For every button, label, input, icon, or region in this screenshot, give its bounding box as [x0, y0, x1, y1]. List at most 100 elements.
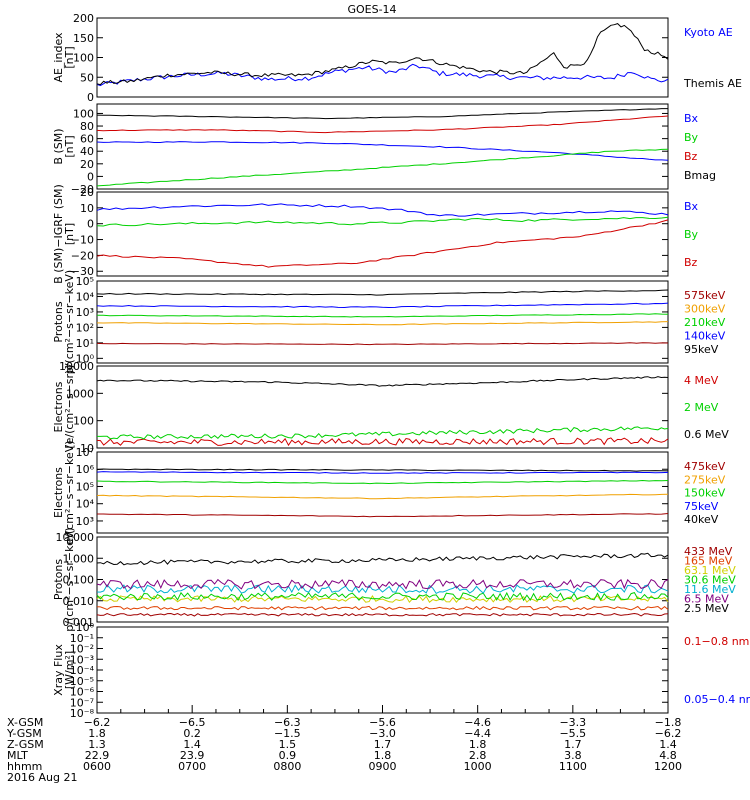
y-tick-label: 10¹: [76, 337, 94, 350]
y-tick-label: 1000: [66, 387, 94, 400]
panel-frame: [96, 191, 669, 277]
legend-entry: 0.05−0.4 nm: [684, 693, 750, 706]
legend-entry: Kyoto AE: [684, 26, 733, 39]
y-axis-label: B (SM)−IGRF (SM): [52, 184, 65, 284]
y-tick-label: 0.001: [63, 616, 95, 629]
series-line: [96, 141, 669, 161]
y-tick-label: 10⁻⁸: [70, 707, 95, 720]
x-row-value: 4.8: [659, 749, 677, 762]
legend-entry: 140keV: [684, 330, 726, 343]
legend-entry: 275keV: [684, 473, 726, 486]
series-line: [97, 426, 669, 440]
y-tick-label: 10.000: [56, 531, 95, 544]
series-line: [96, 321, 669, 326]
y-tick-label: 10: [80, 442, 94, 455]
y-tick-label: 10⁻²: [70, 643, 94, 656]
series-line: [96, 219, 669, 268]
x-row-name: hhmm: [7, 760, 42, 773]
y-tick-label: 0: [87, 218, 94, 231]
y-tick-label: 10⁵: [76, 480, 94, 493]
y-tick-label: 10³: [76, 515, 94, 528]
y-tick-label: 10³: [76, 306, 94, 319]
y-tick-label: 0: [87, 91, 94, 104]
y-tick-label: 60: [80, 133, 94, 146]
x-row-value: 1200: [654, 760, 682, 773]
y-axis-label: B (SM): [52, 128, 65, 164]
legend-entry: 4 MeV: [684, 374, 719, 387]
panel-frame: [96, 103, 669, 190]
y-tick-label: 10000: [59, 360, 94, 373]
y-axis-label: [nT]: [63, 46, 76, 68]
x-row-value: 1.4: [183, 738, 201, 751]
y-axis-label: p/(cm²−s−sr−keV): [63, 527, 76, 631]
legend-entry: 165 MeV: [684, 555, 733, 568]
series-line: [96, 578, 669, 590]
x-row-name: Z-GSM: [7, 738, 44, 751]
x-row-value: 0700: [178, 760, 206, 773]
y-tick-label: 150: [73, 32, 94, 45]
y-tick-label: 1.000: [63, 552, 95, 565]
y-axis-label: [e/(cm²−s−sr)]: [63, 365, 76, 448]
y-tick-label: 10⁻¹: [70, 632, 94, 645]
x-row-value: −6.5: [179, 716, 206, 729]
x-row-value: 1100: [559, 760, 587, 773]
x-row-value: −1.8: [655, 716, 682, 729]
y-tick-label: −30: [71, 265, 94, 278]
y-tick-label: 10⁴: [76, 290, 95, 303]
y-axis-label: [nT]: [63, 223, 76, 245]
x-row-value: −5.6: [369, 716, 396, 729]
x-row-value: 0.9: [279, 749, 297, 762]
x-row-value: −6.2: [655, 727, 682, 740]
y-tick-label: 80: [80, 120, 94, 133]
x-row-value: 0800: [273, 760, 301, 773]
series-line: [96, 595, 669, 604]
x-row-value: −5.5: [559, 727, 586, 740]
x-row-value: 1.3: [88, 738, 106, 751]
legend-entry: By: [684, 228, 699, 241]
figure-title: GOES-14: [347, 3, 396, 16]
y-tick-label: 10⁻⁴: [70, 664, 95, 677]
panel-protons_lo: 10⁰ 10¹ 10² 10³ 10⁴ 10⁵ Protonsp/(cm²−s−sr−keV…: [52, 270, 726, 374]
legend-entry: 30.6 MeV: [684, 574, 736, 587]
y-tick-label: 10⁵: [76, 275, 94, 288]
legend-entry: Bz: [684, 150, 698, 163]
panel-electrons_mev: 10 100 1000 10000 Electrons[e/(cm²−s−sr)] 4 M…: [52, 360, 729, 455]
y-tick-label: 10⁻⁶: [70, 686, 95, 699]
x-row-value: −6.3: [274, 716, 301, 729]
y-tick-label: 0.100: [63, 574, 95, 587]
series-line: [96, 437, 669, 447]
x-row-value: 0900: [369, 760, 397, 773]
panel-electrons_kev: 10³ 10⁴ 10⁵ 10⁶ 10⁷ Electronse/(cm²−s−sr−keV)…: [52, 440, 726, 544]
y-tick-label: −20: [71, 249, 94, 262]
y-tick-label: 50: [80, 71, 94, 84]
series-line: [96, 302, 669, 309]
panel-protons_mev: 0.001 0.010 0.100 1.000 10.000 Protonsp/(cm²−…: [52, 527, 736, 631]
y-tick-label: 0: [87, 170, 94, 183]
y-tick-label: 10⁴: [76, 498, 95, 511]
x-row-value: 1.5: [279, 738, 297, 751]
y-tick-label: 10⁰: [76, 621, 95, 634]
panel-frame: [96, 626, 669, 714]
y-tick-label: 20: [80, 158, 94, 171]
panel-frame: [96, 17, 669, 98]
series-line: [97, 513, 669, 518]
legend-entry: 6.5 MeV: [684, 593, 729, 606]
series-line: [96, 612, 669, 617]
legend-entry: 2.5 MeV: [684, 602, 729, 615]
x-row-value: −4.6: [464, 716, 491, 729]
y-tick-label: 40: [80, 145, 94, 158]
y-axis-label: Xray Flux: [52, 644, 65, 696]
x-row-value: 0600: [83, 760, 111, 773]
y-tick-label: 10⁻⁷: [70, 696, 94, 709]
x-row-value: 1000: [464, 760, 492, 773]
legend-entry: Bx: [684, 112, 699, 125]
x-row-value: 23.9: [180, 749, 205, 762]
legend-entry: 2 MeV: [684, 401, 719, 414]
x-row-value: −4.4: [464, 727, 491, 740]
legend-entry: 210keV: [684, 316, 726, 329]
legend-entry: 433 MeV: [684, 545, 733, 558]
date-label: 2016 Aug 21: [7, 771, 77, 784]
